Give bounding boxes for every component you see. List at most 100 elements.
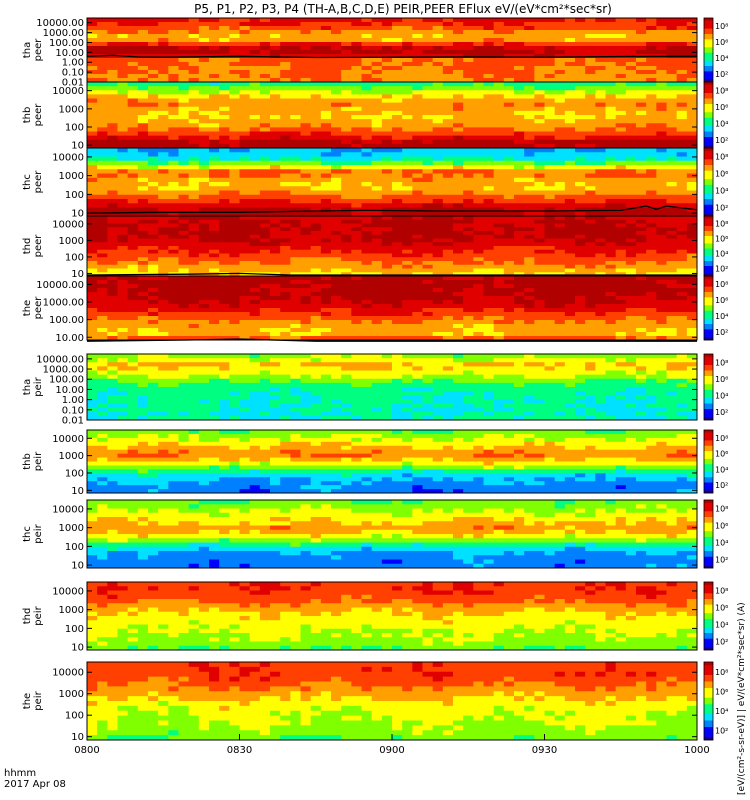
heatmap-cell [158, 231, 169, 236]
heatmap-cell [392, 152, 403, 157]
heatmap-cell [188, 74, 200, 79]
heatmap-cell [656, 246, 667, 251]
heatmap-cell [595, 30, 606, 35]
heatmap-cell [473, 336, 484, 341]
heatmap-cell [615, 257, 627, 262]
heatmap-cell [656, 223, 667, 228]
heatmap-cell [310, 211, 322, 217]
heatmap-cell [300, 234, 312, 239]
heatmap-cell [503, 34, 515, 39]
heatmap-cell [107, 123, 118, 128]
heatmap-cell [87, 186, 98, 191]
heatmap-cell [564, 30, 576, 35]
heatmap-cell [117, 102, 129, 108]
heatmap-cell [381, 216, 393, 221]
heatmap-cell [666, 139, 678, 145]
heatmap-cell [127, 324, 139, 329]
heatmap-cell [625, 42, 637, 47]
heatmap-cell [402, 26, 413, 31]
heatmap-cell [320, 234, 332, 239]
heatmap-cell [656, 82, 667, 87]
heatmap-cell [463, 288, 474, 293]
heatmap-cell [127, 119, 139, 124]
colorbar-segment [704, 139, 713, 143]
heatmap-cell [615, 312, 627, 317]
heatmap-cell [463, 324, 474, 329]
heatmap-cell [148, 74, 159, 79]
heatmap-cell [514, 257, 525, 262]
heatmap-cell [646, 332, 657, 337]
heatmap-cell [656, 284, 667, 289]
heatmap-cell [564, 165, 576, 170]
heatmap-cell [270, 268, 281, 273]
heatmap-cell [686, 304, 698, 309]
heatmap-cell [514, 234, 525, 239]
heatmap-cell [209, 78, 220, 83]
heatmap-cell [249, 152, 261, 157]
heatmap-cell [625, 249, 637, 254]
heatmap-cell [392, 38, 403, 43]
heatmap-cell [168, 18, 179, 23]
heatmap-cell [646, 156, 657, 162]
heatmap-cell [636, 300, 647, 305]
heatmap-cell [493, 177, 505, 183]
heatmap-cell [534, 42, 545, 47]
heatmap-cell [656, 135, 667, 141]
heatmap-cell [585, 30, 596, 35]
heatmap-cell [605, 207, 617, 213]
heatmap-cell [402, 66, 413, 71]
heatmap-cell [544, 182, 556, 187]
heatmap-cell [595, 261, 606, 266]
heatmap-cell [392, 234, 403, 239]
heatmap-cell [412, 119, 423, 124]
heatmap-cell [381, 177, 393, 183]
heatmap-cell [320, 119, 332, 124]
heatmap-cell [605, 261, 617, 266]
heatmap-cell [351, 42, 362, 47]
heatmap-cell [432, 34, 444, 39]
heatmap-cell [493, 190, 505, 196]
heatmap-cell [666, 219, 678, 224]
heatmap-cell [605, 148, 617, 153]
heatmap-cell [168, 231, 179, 236]
heatmap-cell [453, 227, 464, 232]
heatmap-cell [453, 156, 464, 162]
heatmap-cell [249, 173, 261, 179]
heatmap-cell [259, 102, 271, 108]
heatmap-cell [381, 42, 393, 47]
heatmap-cell [209, 257, 220, 262]
heatmap-cell [270, 227, 281, 232]
heatmap-cell [483, 78, 495, 83]
heatmap-cell [127, 38, 139, 43]
heatmap-cell [280, 66, 291, 71]
heatmap-cell [381, 186, 393, 191]
heatmap-cell [381, 127, 393, 132]
heatmap-cell [514, 139, 525, 145]
heatmap-cell [412, 194, 423, 200]
heatmap-cell [381, 22, 393, 27]
heatmap-cell [605, 143, 617, 149]
heatmap-cell [117, 308, 129, 313]
heatmap-cell [117, 219, 129, 224]
heatmap-cell [168, 332, 179, 337]
heatmap-cell [107, 288, 118, 293]
heatmap-cell [381, 261, 393, 266]
heatmap-cell [473, 238, 484, 243]
heatmap-cell [178, 110, 190, 116]
heatmap-cell [392, 66, 403, 71]
heatmap-cell [209, 238, 220, 243]
heatmap-cell [137, 74, 149, 79]
heatmap-cell [127, 328, 139, 333]
heatmap-cell [381, 284, 393, 289]
heatmap-cell [351, 253, 362, 258]
heatmap-cell [270, 46, 281, 51]
heatmap-cell [442, 308, 454, 313]
heatmap-cell [97, 30, 108, 35]
heatmap-cell [524, 106, 535, 112]
heatmap-cell [676, 238, 688, 243]
heatmap-cell [290, 261, 301, 266]
heatmap-cell [249, 253, 261, 258]
heatmap-cell [656, 194, 667, 200]
heatmap-cell [209, 308, 220, 313]
heatmap-cell [117, 160, 129, 166]
